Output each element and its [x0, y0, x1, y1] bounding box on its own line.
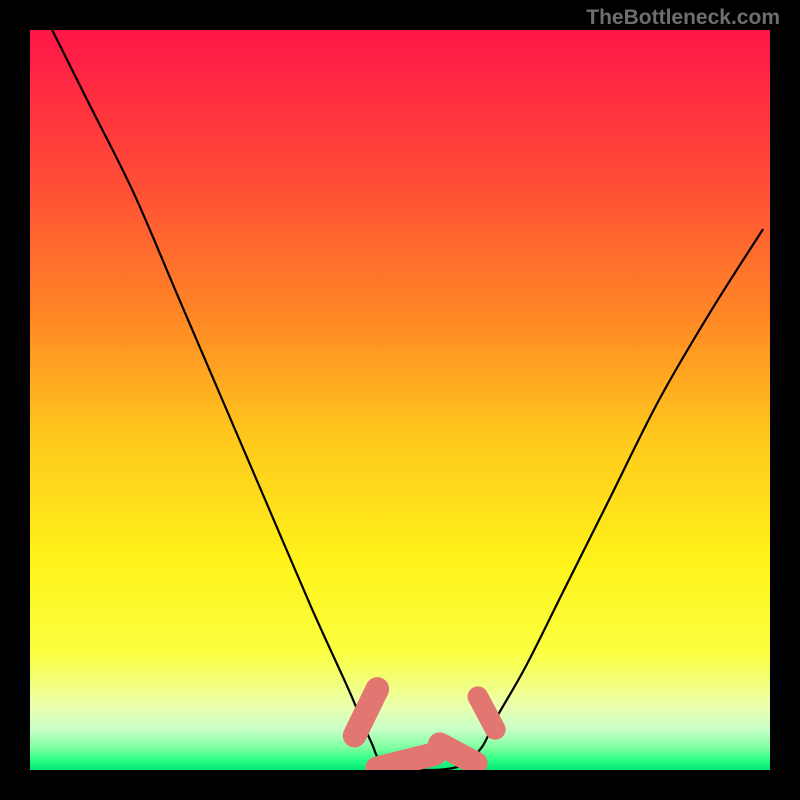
bottleneck-chart: TheBottleneck.com — [0, 0, 800, 800]
attribution-text: TheBottleneck.com — [586, 6, 780, 29]
